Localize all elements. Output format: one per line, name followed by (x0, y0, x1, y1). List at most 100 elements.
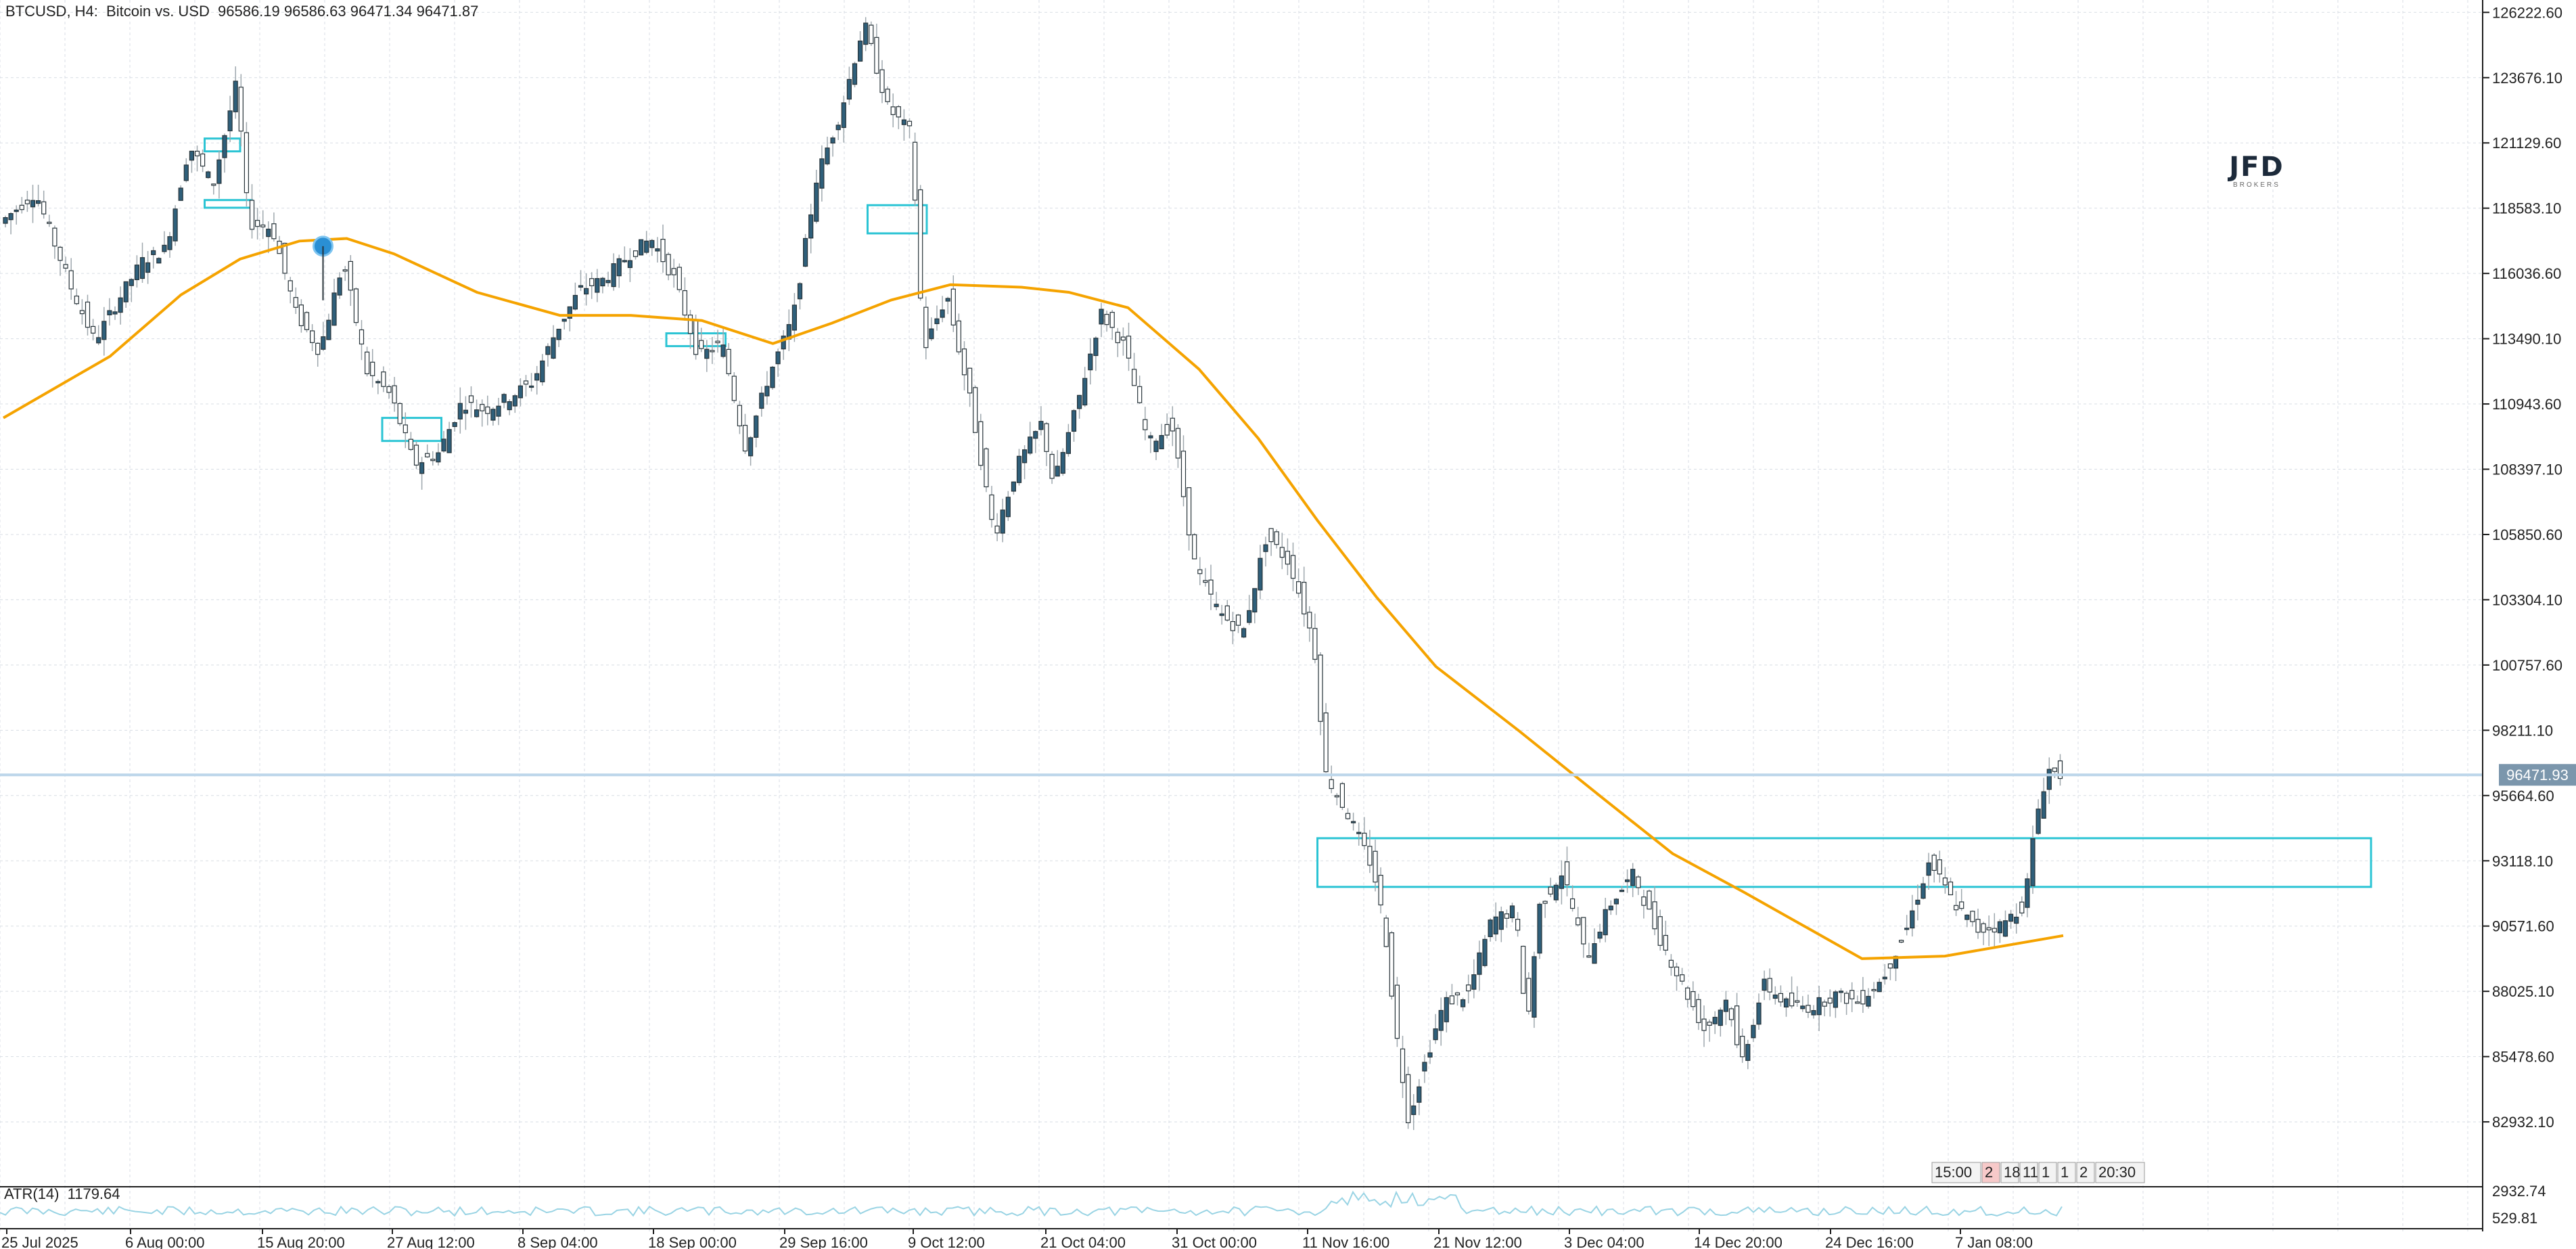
candle-body (183, 164, 189, 181)
candle-body (96, 337, 101, 344)
candle-body (211, 183, 216, 186)
candle-body (1000, 509, 1005, 534)
candle-body (1586, 955, 1592, 958)
candle-body (632, 250, 639, 257)
candle-body (578, 285, 584, 288)
candle-body (649, 240, 655, 248)
candle-body (852, 63, 858, 85)
candle-body (627, 260, 633, 269)
scroll-time-box[interactable] (2057, 1162, 2076, 1183)
candle-body (830, 137, 835, 144)
scroll-time-labels[interactable]: 15:00 2 18 11 1 1 2 20:30 (1931, 1162, 2145, 1183)
candle-body (1099, 309, 1104, 325)
candle-body (326, 319, 331, 340)
candle-body (1910, 910, 1915, 929)
candle-body (255, 220, 260, 227)
price-tick-label: 90571.60 (2492, 918, 2554, 935)
scroll-time-box[interactable] (2038, 1162, 2057, 1183)
candle-body (1537, 903, 1542, 954)
candle-body (1323, 712, 1329, 773)
candle-body (846, 78, 852, 100)
candle-body (1899, 940, 1904, 943)
price-tick-label: 116036.60 (2492, 265, 2561, 282)
candle-body (1553, 884, 1559, 901)
price-tick-label: 103304.10 (2492, 591, 2562, 608)
candle-body (151, 250, 156, 256)
candle-body (1668, 959, 1674, 968)
time-tick-label: 15 Aug 20:00 (257, 1234, 345, 1249)
candle-body (1756, 1002, 1762, 1025)
candle-body (1871, 989, 1877, 992)
candle-body (906, 120, 913, 127)
candle-body (1016, 455, 1022, 483)
price-tick-label: 88025.10 (2492, 983, 2554, 1000)
candle-body (759, 392, 764, 409)
candle-body (1931, 855, 1937, 871)
candle-body (145, 262, 151, 273)
logo-mark: JFD (2229, 152, 2284, 183)
candle-body (1411, 1105, 1417, 1115)
candle-body (1509, 905, 1515, 919)
time-tick-label: 11 Nov 16:00 (1302, 1234, 1389, 1249)
candle-body (397, 403, 402, 424)
candle-body (1033, 431, 1038, 439)
scroll-time-box[interactable] (1931, 1162, 1981, 1183)
candle-body (2052, 767, 2057, 772)
candle-body (430, 459, 436, 461)
candle-body (1657, 916, 1663, 946)
candle-body (1093, 338, 1099, 357)
candle-body (1603, 909, 1608, 936)
candle-body (1005, 497, 1011, 518)
atr-name: ATR(14) (4, 1185, 60, 1202)
candle-body (134, 265, 139, 280)
scroll-time-box[interactable] (1981, 1162, 2000, 1183)
candle-body (1680, 974, 1685, 982)
candle-body (1175, 428, 1181, 459)
candle-body (1521, 945, 1526, 994)
candle-body (1028, 436, 1033, 454)
candle-body (1120, 336, 1126, 341)
candle-body (1422, 1062, 1427, 1072)
candle-body (392, 385, 397, 404)
candle-body (583, 288, 589, 295)
candle-body (1904, 928, 1910, 930)
candle-body (1378, 875, 1383, 906)
candle-body (1295, 581, 1302, 594)
candle-body (567, 306, 572, 319)
candle-body (1104, 313, 1109, 325)
candle-body (1663, 934, 1668, 951)
price-tick-label: 85478.60 (2492, 1049, 2554, 1066)
candle-body (1477, 952, 1482, 975)
candle-body (496, 405, 501, 417)
scroll-time-box[interactable] (2019, 1162, 2038, 1183)
candle-body (1109, 311, 1115, 328)
candle-body (1433, 1028, 1438, 1041)
candle-body (923, 306, 929, 348)
candle-body (1126, 336, 1132, 359)
candle-body (419, 462, 425, 474)
candle-body (321, 336, 326, 350)
candle-body (1356, 832, 1362, 834)
candle-body (1164, 424, 1170, 436)
candle-body (676, 267, 682, 290)
candle-body (1082, 378, 1088, 406)
scroll-time-label: 1 (2061, 1164, 2069, 1181)
scroll-time-box[interactable] (2095, 1162, 2145, 1183)
candle-body (1153, 440, 1159, 453)
price-marker (313, 235, 334, 300)
candle-body (1882, 976, 1887, 980)
candle-body (1400, 1048, 1406, 1083)
candle-body (474, 409, 480, 417)
current-price-tag-bg (2499, 764, 2576, 786)
scroll-time-box[interactable] (2000, 1162, 2019, 1183)
candle-body (1203, 580, 1208, 583)
candle-body (1055, 465, 1060, 477)
scroll-time-label: 15:00 (1935, 1164, 1972, 1181)
candle-body (1279, 547, 1285, 558)
scroll-time-box[interactable] (2076, 1162, 2095, 1183)
candle-body (139, 257, 145, 279)
candle-body (1849, 990, 1855, 999)
candle-body (1767, 978, 1772, 993)
candle-body (912, 141, 918, 201)
